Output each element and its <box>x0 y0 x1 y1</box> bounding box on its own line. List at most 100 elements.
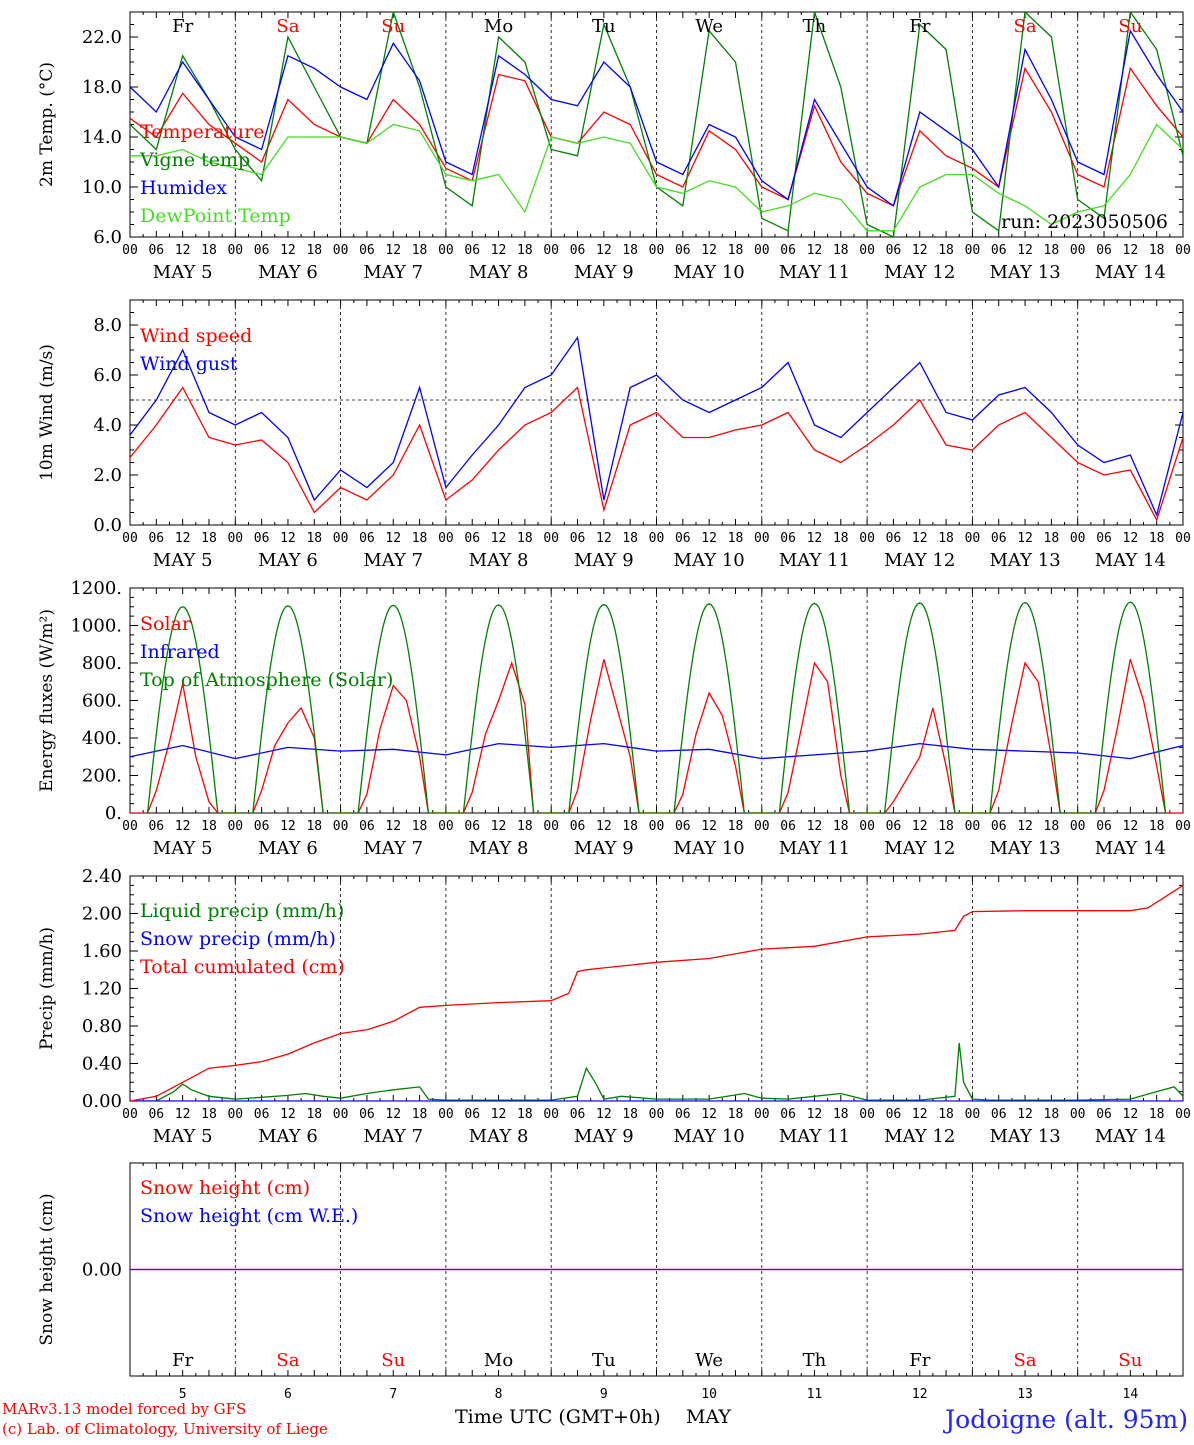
x-tick-label: 18 <box>938 243 954 258</box>
date-label: MAY 6 <box>258 262 318 283</box>
panel-4: 00 06 12 18 MAY 5 00 06 12 18 MAY 6 00 06 12 18 MAY 7 0… <box>37 866 1191 1147</box>
x-tick-label: 18 <box>1149 531 1165 546</box>
weekday-label: Mo <box>484 16 513 37</box>
day-number: 5 <box>179 1387 187 1402</box>
x-tick-label: 00 <box>227 819 243 834</box>
x-tick-label: 06 <box>254 243 270 258</box>
y-tick-label: 2.00 <box>82 904 122 925</box>
x-tick-label: 00 <box>227 243 243 258</box>
date-label: MAY 9 <box>574 1126 634 1147</box>
x-tick-label: 18 <box>1149 243 1165 258</box>
x-tick-label: 06 <box>991 531 1007 546</box>
y-tick-label: 6.0 <box>93 227 122 248</box>
x-tick-label: 18 <box>833 243 849 258</box>
x-tick-label: 12 <box>701 1107 717 1122</box>
x-tick-label: 18 <box>201 1107 217 1122</box>
legend-entry: Wind gust <box>140 353 238 375</box>
y-tick-label: 1000. <box>70 616 122 637</box>
x-tick-label: 18 <box>938 819 954 834</box>
legend-entry: Liquid precip (mm/h) <box>140 900 344 922</box>
x-tick-label: 06 <box>464 243 480 258</box>
x-tick-label: 00 <box>438 243 454 258</box>
x-tick-label: 06 <box>780 243 796 258</box>
y-axis-label: Snow height (cm) <box>37 1193 57 1345</box>
y-tick-label: 0.80 <box>82 1016 122 1037</box>
x-tick-label: 06 <box>570 1107 586 1122</box>
y-tick-label: 1.20 <box>82 979 122 1000</box>
plot-frame <box>129 11 1184 238</box>
x-tick-label: 06 <box>886 243 902 258</box>
x-tick-label: 00 <box>965 1107 981 1122</box>
x-tick-label: 18 <box>622 243 638 258</box>
x-tick-label: 18 <box>1149 819 1165 834</box>
x-tick-label: 12 <box>1123 819 1139 834</box>
date-label: MAY 6 <box>258 550 318 571</box>
y-tick-label: 0.40 <box>82 1054 122 1075</box>
x-tick-label: 12 <box>701 819 717 834</box>
footer-month: MAY <box>686 1406 731 1428</box>
date-label: MAY 12 <box>884 1126 955 1147</box>
x-tick-label: 12 <box>491 1107 507 1122</box>
x-tick-label: 12 <box>280 1107 296 1122</box>
x-tick-label: 06 <box>780 1107 796 1122</box>
series-line-red <box>130 66 1183 207</box>
date-label: MAY 14 <box>1095 262 1166 283</box>
x-tick-label: 12 <box>912 1107 928 1122</box>
legend-entry: Snow height (cm W.E.) <box>140 1205 358 1227</box>
date-label: MAY 11 <box>779 550 850 571</box>
x-tick-label: 18 <box>412 819 428 834</box>
y-tick-label: 2.40 <box>82 866 122 887</box>
x-tick-label: 00 <box>859 531 875 546</box>
day-number: 12 <box>912 1387 928 1402</box>
x-tick-label: 18 <box>1044 243 1060 258</box>
x-tick-label: 06 <box>359 1107 375 1122</box>
x-tick-label: 00 <box>965 243 981 258</box>
x-tick-label: 06 <box>359 531 375 546</box>
series-line-lightgreen <box>130 123 1183 232</box>
x-tick-label: 18 <box>412 531 428 546</box>
x-tick-label: 18 <box>306 819 322 834</box>
x-tick-label: 12 <box>1123 531 1139 546</box>
x-tick-label: 12 <box>596 531 612 546</box>
x-tick-label: 00 <box>649 531 665 546</box>
x-tick-label: 18 <box>1044 1107 1060 1122</box>
weekday-label: Sa <box>276 1350 299 1371</box>
x-tick-label: 06 <box>148 531 164 546</box>
legend-entry: Snow height (cm) <box>140 1177 310 1199</box>
x-tick-label: 18 <box>1149 1107 1165 1122</box>
x-tick-label: 18 <box>938 1107 954 1122</box>
x-tick-label: 06 <box>1096 531 1112 546</box>
x-tick-label: 06 <box>675 531 691 546</box>
weekday-label: Fr <box>909 16 930 37</box>
x-tick-label: 18 <box>728 1107 744 1122</box>
y-axis-label: Precip (mm/h) <box>37 927 57 1050</box>
weekday-label: Sa <box>1014 1350 1037 1371</box>
date-label: MAY 8 <box>469 1126 529 1147</box>
date-label: MAY 7 <box>363 1126 423 1147</box>
date-label: MAY 10 <box>674 262 745 283</box>
x-tick-label: 06 <box>780 531 796 546</box>
series-line-red <box>130 386 1183 522</box>
x-tick-label: 12 <box>385 243 401 258</box>
x-tick-label: 06 <box>570 243 586 258</box>
series-line-blue <box>130 28 1183 207</box>
date-label: MAY 9 <box>574 838 634 859</box>
date-label: MAY 10 <box>674 550 745 571</box>
date-label: MAY 13 <box>989 1126 1060 1147</box>
x-tick-label: 00 <box>122 819 138 834</box>
footer-copyright: (c) Lab. of Climatology, University of L… <box>2 1420 328 1438</box>
x-tick-label: 12 <box>280 531 296 546</box>
legend-entry: Vigne temp <box>139 149 250 171</box>
x-tick-label: 00 <box>543 1107 559 1122</box>
legend-entry: Wind speed <box>140 325 252 347</box>
x-tick-label: 00 <box>543 531 559 546</box>
x-tick-label: 00 <box>543 243 559 258</box>
date-label: MAY 6 <box>258 838 318 859</box>
series-line-blue <box>130 742 1183 760</box>
x-tick-label: 18 <box>517 1107 533 1122</box>
x-tick-label: 12 <box>175 1107 191 1122</box>
x-tick-label: 18 <box>517 243 533 258</box>
x-tick-label: 06 <box>254 531 270 546</box>
x-tick-label: 12 <box>1017 243 1033 258</box>
date-label: MAY 11 <box>779 262 850 283</box>
